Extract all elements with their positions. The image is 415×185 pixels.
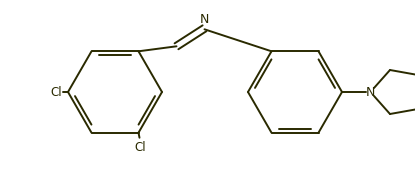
Text: Cl: Cl — [50, 85, 62, 98]
Text: Cl: Cl — [135, 141, 146, 154]
Text: N: N — [200, 13, 209, 26]
Text: N: N — [365, 85, 375, 98]
